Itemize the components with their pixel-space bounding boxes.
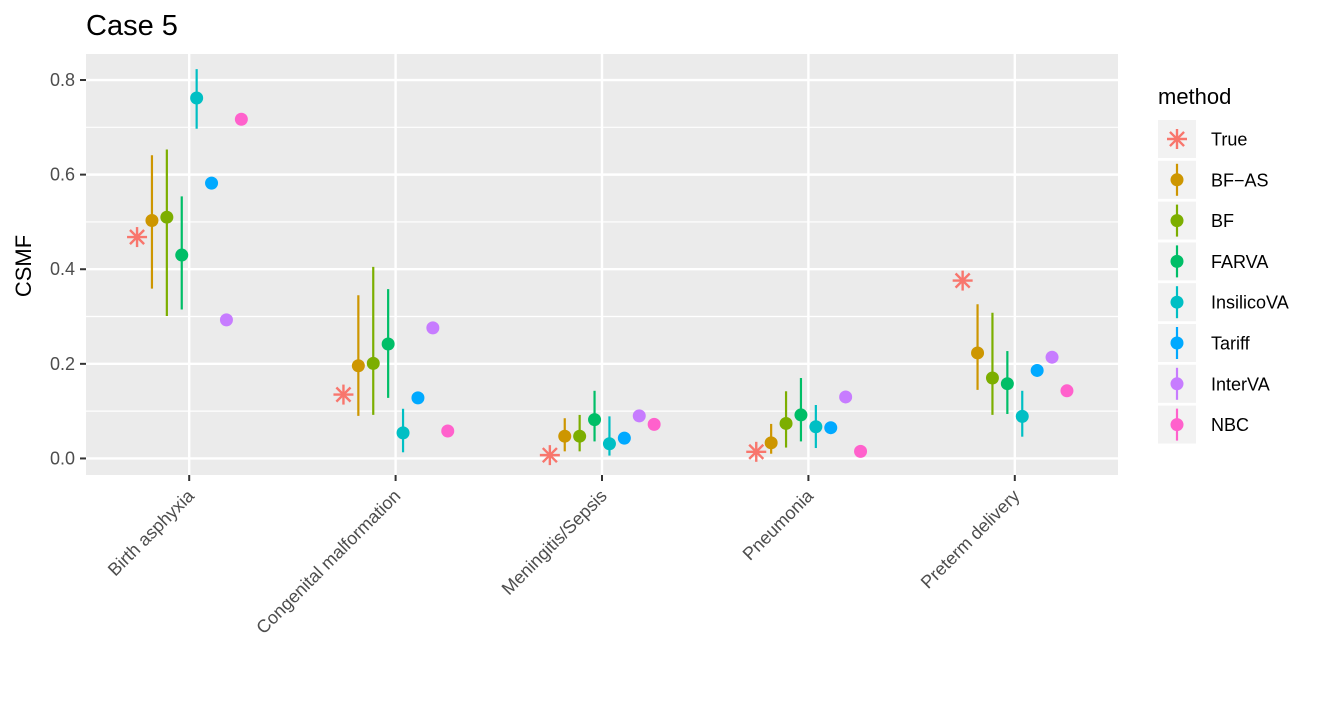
- point-farva: [175, 248, 189, 262]
- chart-title: Case 5: [86, 10, 178, 42]
- point-bf-as: [971, 346, 985, 360]
- y-tick-label: 0.8: [50, 70, 75, 90]
- point-tariff: [411, 391, 425, 405]
- point-bf: [160, 210, 174, 224]
- legend-item-true: True: [1158, 120, 1247, 158]
- point-bf-as: [351, 359, 365, 373]
- legend-label: InsilicoVA: [1211, 293, 1289, 313]
- point-farva: [1000, 377, 1014, 391]
- legend-item-bf: BF: [1158, 201, 1234, 240]
- legend-item-tariff: Tariff: [1158, 324, 1251, 362]
- point-insilicova: [602, 437, 616, 451]
- asterisk-stroke: [335, 386, 352, 403]
- point-insilicova: [1015, 409, 1029, 423]
- y-axis: 0.0 0.2 0.4 0.6 0.8: [50, 70, 86, 468]
- point-bf-as: [558, 429, 572, 443]
- y-tick-label: 0.4: [50, 259, 75, 279]
- point-insilicova: [809, 420, 823, 434]
- point-true: [746, 441, 767, 462]
- point-nbc: [647, 417, 661, 431]
- legend-item-nbc: NBC: [1158, 405, 1249, 444]
- legend-key-interva: [1170, 377, 1184, 391]
- data-points: [127, 91, 1074, 466]
- y-axis-title: CSMF: [11, 235, 36, 297]
- point-insilicova: [396, 426, 410, 440]
- legend-key-bf-as: [1170, 173, 1184, 187]
- x-tick-label: Birth asphyxia: [104, 485, 199, 580]
- legend-item-farva: FARVA: [1158, 242, 1268, 281]
- y-tick-label: 0.6: [50, 165, 75, 185]
- point-nbc: [441, 424, 455, 438]
- point-true: [952, 270, 973, 291]
- y-tick-label: 0.2: [50, 354, 75, 374]
- x-tick-label: Pneumonia: [739, 485, 818, 564]
- legend-item-interva: InterVA: [1158, 364, 1270, 403]
- point-farva: [588, 413, 602, 427]
- point-true: [539, 445, 560, 466]
- point-interva: [219, 313, 233, 327]
- x-tick-label: Meningitis/Sepsis: [498, 486, 611, 599]
- asterisk-stroke: [541, 447, 558, 464]
- point-interva: [632, 409, 646, 423]
- legend-key-farva: [1170, 254, 1184, 268]
- point-nbc: [854, 444, 868, 458]
- point-bf-as: [764, 436, 778, 450]
- x-axis: Birth asphyxia Congenital malformation Men…: [104, 475, 1024, 638]
- point-interva: [839, 390, 853, 404]
- point-tariff: [617, 431, 631, 445]
- legend-label: True: [1211, 130, 1247, 150]
- point-interva: [426, 321, 440, 335]
- point-farva: [381, 337, 395, 351]
- point-true: [127, 227, 148, 248]
- point-tariff: [824, 421, 838, 435]
- point-interva: [1045, 350, 1059, 364]
- legend-label: Tariff: [1211, 334, 1251, 354]
- legend-key-nbc: [1170, 418, 1184, 432]
- legend-item-bf-as: BF−AS: [1158, 160, 1269, 199]
- legend-label: BF−AS: [1211, 170, 1269, 190]
- point-nbc: [1060, 384, 1074, 398]
- legend-label: InterVA: [1211, 374, 1270, 394]
- point-bf: [779, 416, 793, 430]
- legend-label: FARVA: [1211, 252, 1268, 272]
- legend-title: method: [1158, 84, 1231, 109]
- legend-key-true: [1167, 129, 1187, 149]
- y-tick-label: 0.0: [50, 448, 75, 468]
- legend-key-bf: [1170, 214, 1184, 228]
- legend-key-insilicova: [1170, 295, 1184, 309]
- asterisk-stroke: [954, 272, 971, 289]
- asterisk-stroke: [748, 443, 765, 460]
- x-tick-label: Preterm delivery: [917, 486, 1024, 593]
- point-bf: [985, 371, 999, 385]
- point-nbc: [234, 112, 248, 126]
- point-true: [333, 384, 354, 405]
- legend-item-insilicova: InsilicoVA: [1158, 283, 1289, 322]
- legend-label: BF: [1211, 211, 1234, 231]
- asterisk-stroke: [1169, 131, 1185, 147]
- point-tariff: [1030, 363, 1044, 377]
- legend: True BF−AS BF FARVA InsilicoVA Tariff InterVA N…: [1158, 120, 1289, 444]
- point-farva: [794, 408, 808, 422]
- point-tariff: [205, 176, 219, 190]
- point-bf-as: [145, 214, 159, 228]
- x-tick-label: Congenital malformation: [252, 486, 404, 638]
- point-bf: [366, 356, 380, 370]
- legend-key-tariff: [1170, 336, 1184, 350]
- asterisk-stroke: [129, 229, 145, 245]
- grid-major: [86, 54, 1118, 475]
- legend-label: NBC: [1211, 415, 1249, 435]
- point-insilicova: [190, 91, 204, 105]
- point-bf: [573, 429, 587, 443]
